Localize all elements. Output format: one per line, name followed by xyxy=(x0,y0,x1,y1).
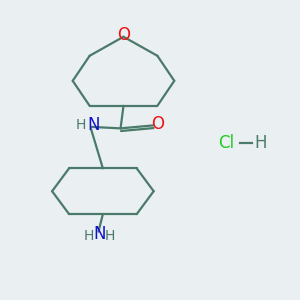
Text: Cl: Cl xyxy=(218,134,235,152)
Text: O: O xyxy=(117,26,130,44)
Text: N: N xyxy=(87,116,100,134)
Text: H: H xyxy=(76,118,86,131)
Text: N: N xyxy=(93,225,106,243)
Text: O: O xyxy=(152,115,164,133)
Text: H: H xyxy=(84,229,94,243)
Text: H: H xyxy=(254,134,267,152)
Text: H: H xyxy=(104,229,115,243)
